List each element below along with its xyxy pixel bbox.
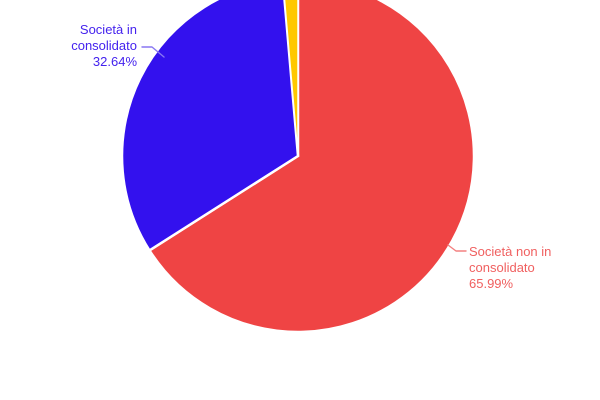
- pie-label-blue-value: 32.64%: [92, 54, 137, 69]
- pie-slice-societa-in-consolidato[interactable]: [120, 0, 300, 253]
- pie-label-red-line-2: consolidato: [469, 260, 535, 275]
- leader-line-red: [447, 244, 467, 252]
- pie-label-blue-line-2: consolidato: [71, 38, 137, 53]
- pie-slice-altro[interactable]: [283, 0, 299, 157]
- pie-label-blue-line-1: Società in: [79, 22, 137, 37]
- pie-label-red-line-1: Società non in: [469, 244, 552, 259]
- pie-label-societa-in-consolidato: Società in consolidato 32.64%: [17, 22, 137, 70]
- leader-line-blue: [141, 46, 165, 58]
- pie-label-societa-non-in-consolidato: Società non in consolidato 65.99%: [469, 244, 595, 292]
- pie-label-red-value: 65.99%: [469, 276, 514, 291]
- pie-slice-societa-non-in-consolidato[interactable]: [147, 0, 476, 334]
